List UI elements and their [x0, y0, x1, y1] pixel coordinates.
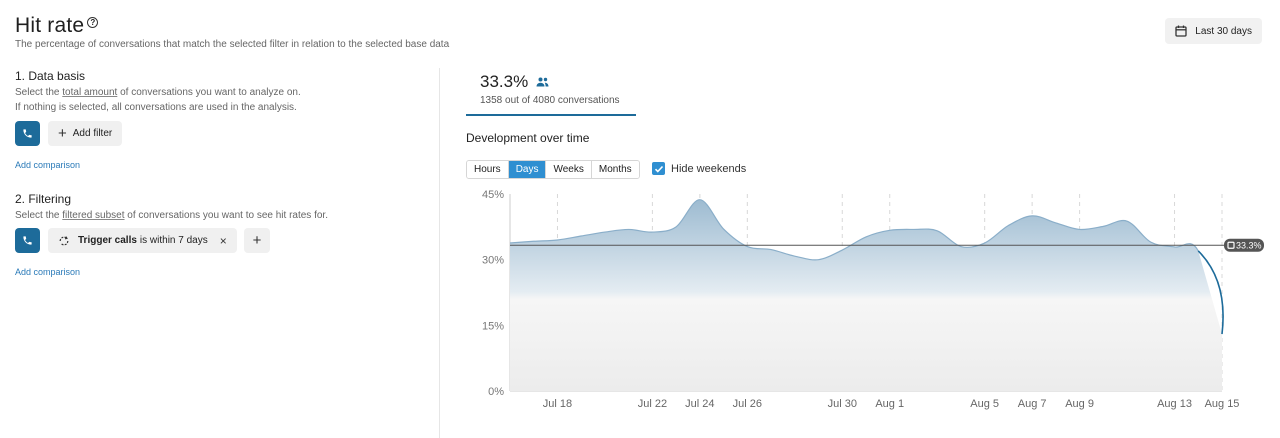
- x-tick-label: Jul 24: [685, 398, 714, 410]
- x-tick-label: Jul 22: [638, 398, 667, 410]
- title-row: Hit rate ?: [15, 14, 99, 38]
- x-tick-label: Jul 30: [828, 398, 857, 410]
- granularity-weeks[interactable]: Weeks: [546, 161, 592, 178]
- chart-line: [509, 199, 1199, 261]
- data-basis-desc: Select the total amount of conversations…: [15, 85, 301, 115]
- reference-badge-marker: [1227, 241, 1235, 249]
- y-tick-label: 45%: [482, 189, 504, 201]
- granularity-days[interactable]: Days: [508, 161, 547, 178]
- plus-icon: +: [252, 232, 262, 249]
- add-filter-plus-button[interactable]: +: [244, 228, 270, 253]
- hit-rate-chart: 33.3% 0% 15% 30% 45% Jul 18 Jul 22 Jul 24 Jul …: [482, 189, 1264, 410]
- plus-icon: +: [58, 125, 67, 142]
- add-comparison-link-filtering[interactable]: Add comparison: [15, 267, 81, 277]
- data-basis-desc-line2: If nothing is selected, all conversation…: [15, 102, 297, 113]
- phone-icon: [23, 236, 32, 245]
- panel-divider: [439, 68, 440, 438]
- filtering-title: 2. Filtering: [15, 192, 72, 206]
- hide-weekends-checkbox[interactable]: [652, 162, 665, 175]
- data-basis-desc-prefix: Select the: [15, 87, 63, 98]
- x-tick-label: Aug 15: [1205, 398, 1240, 410]
- filtered-subset-link[interactable]: filtered subset: [62, 210, 125, 221]
- x-tick-label: Jul 26: [733, 398, 762, 410]
- hit-rate-value: 33.3%: [480, 72, 549, 92]
- x-tick-label: Aug 13: [1157, 398, 1192, 410]
- add-comparison-link-basis[interactable]: Add comparison: [15, 160, 81, 170]
- chart-line-drop: [1197, 250, 1224, 335]
- help-icon[interactable]: ?: [87, 17, 99, 28]
- date-range-button[interactable]: Last 30 days: [1165, 18, 1262, 44]
- x-tick-label: Jul 18: [543, 398, 572, 410]
- phone-icon: [23, 129, 32, 138]
- y-tick-label: 15%: [482, 320, 504, 332]
- refresh-icon: [59, 235, 69, 245]
- granularity-hours[interactable]: Hours: [467, 161, 509, 178]
- granularity-months[interactable]: Months: [591, 161, 639, 178]
- filtering-desc: Select the filtered subset of conversati…: [15, 208, 328, 223]
- y-tick-label: 0%: [488, 386, 504, 398]
- hide-weekends-toggle[interactable]: Hide weekends: [652, 162, 746, 175]
- x-tick-label: Aug 7: [1018, 398, 1047, 410]
- x-tick-label: Aug 9: [1065, 398, 1094, 410]
- date-range-label: Last 30 days: [1195, 25, 1252, 37]
- data-basis-phone-button[interactable]: [15, 121, 40, 146]
- calendar-icon: [1175, 25, 1187, 37]
- hit-rate-count: 1358 out of 4080 conversations: [480, 95, 620, 106]
- filter-chip-trigger-calls[interactable]: Trigger calls is within 7 days ×: [48, 228, 237, 253]
- page-title: Hit rate: [15, 14, 85, 37]
- add-filter-label: Add filter: [72, 128, 113, 139]
- reference-label: 33.3%: [1236, 240, 1262, 250]
- stat-tab-indicator: [466, 114, 636, 116]
- remove-filter-icon[interactable]: ×: [219, 233, 227, 248]
- filter-condition: is within 7 days: [139, 235, 208, 246]
- chart-title: Development over time: [466, 131, 590, 145]
- filtering-desc-prefix: Select the: [15, 210, 63, 221]
- filter-name: Trigger calls: [78, 235, 137, 246]
- y-tick-label: 30%: [482, 255, 504, 267]
- filtering-desc-suffix: of conversations you want to see hit rat…: [124, 210, 328, 221]
- people-icon: [536, 77, 549, 87]
- reference-badge: 33.3%: [1224, 238, 1264, 252]
- x-tick-label: Aug 1: [875, 398, 904, 410]
- hit-rate-percent: 33.3%: [480, 72, 529, 91]
- chart-area: [510, 199, 1222, 391]
- filtering-phone-button[interactable]: [15, 228, 40, 253]
- checkmark-icon: [654, 165, 663, 173]
- hide-weekends-label: Hide weekends: [671, 162, 747, 175]
- x-tick-label: Aug 5: [970, 398, 999, 410]
- total-amount-link[interactable]: total amount: [62, 87, 118, 98]
- data-basis-desc-suffix: of conversations you want to analyze on.: [117, 87, 301, 98]
- add-filter-button[interactable]: + Add filter: [48, 121, 123, 146]
- granularity-toggle: Hours Days Weeks Months: [466, 160, 640, 179]
- data-basis-title: 1. Data basis: [15, 69, 86, 83]
- page-subtitle: The percentage of conversations that mat…: [15, 39, 450, 50]
